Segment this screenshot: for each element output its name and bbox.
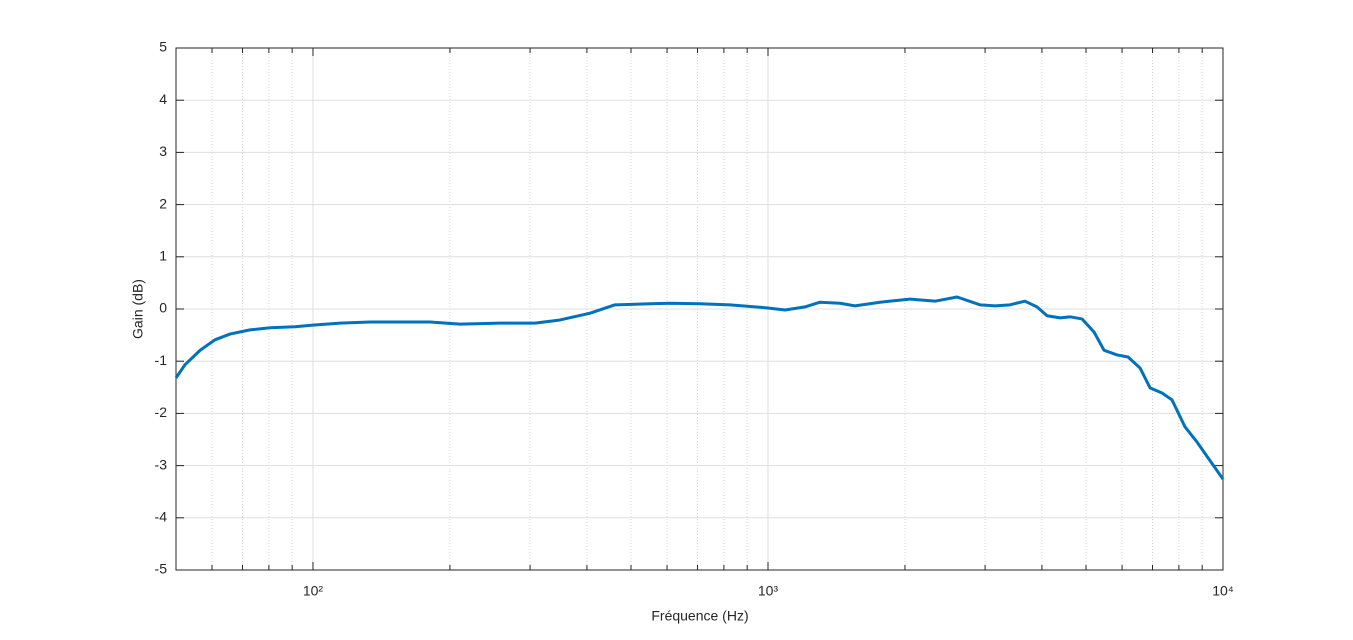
y-tick-label: -1 — [155, 352, 168, 368]
y-tick-label: -3 — [155, 456, 168, 472]
y-tick-label: 1 — [159, 248, 167, 264]
y-tick-label: -2 — [155, 404, 168, 420]
y-axis-label: Gain (dB) — [130, 279, 146, 339]
y-tick-label: 0 — [159, 300, 167, 316]
y-tick-label: 5 — [159, 39, 167, 55]
y-tick-label: -5 — [155, 561, 168, 577]
x-tick-label: 10² — [303, 583, 324, 599]
plot-box — [175, 47, 1224, 571]
y-tick-label: 3 — [159, 143, 167, 159]
x-tick-label: 10³ — [758, 583, 779, 599]
y-tick-label: 2 — [159, 195, 167, 211]
x-tick-label: 10⁴ — [1212, 583, 1234, 599]
y-tick-label: -4 — [155, 509, 168, 525]
data-line — [174, 295, 1225, 481]
y-tick-label: 4 — [159, 91, 167, 107]
x-axis-label: Fréquence (Hz) — [651, 608, 748, 624]
